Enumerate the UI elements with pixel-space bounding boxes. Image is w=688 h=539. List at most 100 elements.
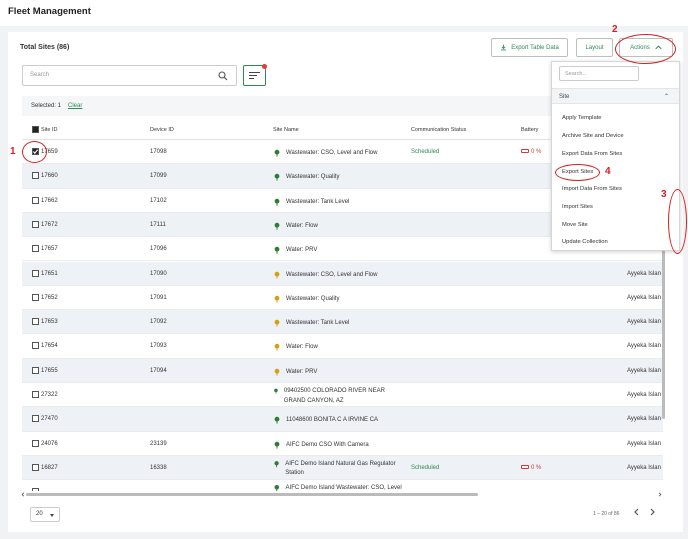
menu-item-update-collection[interactable]: Update Collection [562, 239, 608, 245]
cell-site-name[interactable]: Wastewater: CSO, Level and Flow [273, 271, 403, 281]
cell-site-name[interactable]: Water: PRV [273, 368, 403, 378]
cell-site-name[interactable]: Water: Flow [273, 343, 403, 353]
cell-site-id: 17653 [41, 319, 58, 326]
row-checkbox[interactable] [32, 172, 39, 180]
previous-page-button[interactable] [633, 508, 643, 518]
page-size-select[interactable]: 20 [30, 507, 60, 522]
site-type-icon [274, 271, 280, 279]
annotation-oval-scrollbar [668, 189, 687, 254]
row-checkbox[interactable] [32, 391, 39, 398]
cell-device-id: 17091 [150, 294, 167, 301]
vertical-scrollbar[interactable] [662, 139, 666, 489]
table-row[interactable]: 27322 09402500 COLORADO RIVER NEAR GRAND … [22, 383, 663, 408]
col-communication-status[interactable]: Communication Status [411, 127, 467, 133]
annotation-oval-checkbox [22, 141, 47, 163]
row-checkbox[interactable] [32, 269, 39, 277]
site-name-text: Wastewater: CSO, Level and Flow [286, 150, 378, 156]
next-page-button[interactable] [650, 508, 660, 518]
row-checkbox[interactable] [32, 220, 39, 228]
site-name-text: Wastewater: Tank Level [286, 198, 350, 205]
cell-location: Ayyeka Islan [627, 270, 661, 277]
filter-button[interactable] [243, 64, 267, 86]
site-type-icon [274, 295, 280, 303]
table-row[interactable]: 17654 17093 Water: Flow Ayyeka Islan [22, 334, 663, 359]
selected-count: Selected: 1 [31, 103, 62, 109]
row-checkbox[interactable] [32, 318, 39, 326]
cell-site-name[interactable]: Wastewater: Quality [273, 295, 403, 305]
site-group-header[interactable]: Site ⌃ [552, 88, 679, 104]
chevron-left-icon [21, 492, 25, 497]
table-row[interactable]: 17653 17092 Wastewater: Tank Level Ayyeka I… [22, 310, 663, 335]
actions-search-input[interactable]: Search... [559, 66, 639, 81]
horizontal-scrollbar[interactable] [21, 492, 663, 497]
cell-site-name[interactable]: Wastewater: Tank Level [273, 319, 403, 329]
layout-label: Layout [585, 44, 604, 51]
cell-site-name[interactable]: Water: PRV [273, 246, 403, 256]
cell-site-id: 17652 [41, 294, 58, 301]
vertical-scroll-thumb[interactable] [662, 179, 665, 419]
export-table-data-label: Export Table Data [511, 44, 559, 51]
table-row[interactable]: AIFC Demo Island Wastewater: CSO, Level … [22, 480, 663, 491]
cell-site-id: 17672 [41, 221, 58, 228]
site-type-icon [274, 485, 280, 491]
cell-device-id: 16338 [150, 464, 167, 471]
site-type-icon [274, 344, 280, 351]
row-checkbox[interactable] [32, 366, 39, 374]
clear-selection-link[interactable]: Clear [68, 103, 83, 109]
table-row[interactable]: 17651 17090 Wastewater: CSO, Level and Flo… [22, 261, 663, 286]
col-device-id[interactable]: Device ID [150, 127, 174, 133]
row-checkbox[interactable] [32, 439, 39, 447]
cell-location: Ayyeka Islan [627, 343, 661, 350]
site-name-text: Water: PRV [286, 247, 318, 254]
menu-item-import-sites[interactable]: Import Sites [562, 204, 593, 210]
cell-site-name[interactable]: Wastewater: Tank Level [273, 198, 403, 208]
cell-site-name[interactable]: 09402500 COLORADO RIVER NEAR GRAND CANYO… [273, 387, 403, 406]
col-site-id[interactable]: Site ID [41, 127, 58, 133]
site-type-icon [274, 441, 280, 449]
col-battery[interactable]: Battery [521, 127, 539, 133]
table-row[interactable]: 17655 17094 Water: PRV Ayyeka Islan [22, 358, 663, 383]
cell-site-name[interactable]: Wastewater: Quality [273, 173, 403, 183]
site-type-icon [274, 149, 280, 157]
layout-button[interactable]: Layout [576, 38, 613, 57]
menu-item-archive-site-device[interactable]: Archive Site and Device [562, 133, 624, 139]
battery-icon [521, 465, 529, 470]
cell-site-name[interactable]: AIFC Demo Island Wastewater: CSO, Level … [273, 484, 403, 491]
table-row[interactable]: 27470 11048600 BONITA C A IRVINE CA Ayyeka… [22, 407, 663, 432]
cell-site-name[interactable]: AIFC Demo CSO With Camera [273, 441, 403, 451]
row-checkbox[interactable] [32, 196, 39, 204]
battery-icon [521, 149, 529, 154]
row-checkbox[interactable] [32, 342, 39, 350]
annotation-oval-actions [615, 34, 676, 64]
search-placeholder: Search [30, 72, 50, 78]
site-type-icon [274, 174, 280, 181]
table-row[interactable]: 17652 17091 Wastewater: Quality Ayyeka Isla… [22, 286, 663, 311]
cell-site-name[interactable]: AIFC Demo Island Natural Gas Regulator S… [273, 460, 403, 479]
row-checkbox[interactable] [32, 293, 39, 301]
export-table-data-button[interactable]: Export Table Data [491, 38, 568, 57]
menu-item-export-data-from-sites[interactable]: Export Data From Sites [562, 151, 623, 157]
horizontal-scroll-thumb[interactable] [26, 493, 478, 496]
cell-site-id: 17654 [41, 343, 58, 350]
cell-location: Ayyeka Islan [627, 319, 661, 326]
cell-site-name[interactable]: Water: Flow [273, 222, 403, 232]
row-checkbox[interactable] [32, 415, 39, 423]
search-input[interactable]: Search [22, 65, 237, 86]
row-checkbox[interactable] [32, 488, 39, 491]
cell-device-id: 17094 [150, 367, 167, 374]
menu-item-move-site[interactable]: Move Site [562, 222, 588, 228]
row-checkbox[interactable] [32, 245, 39, 253]
annotation-number-3: 3 [661, 189, 667, 200]
table-row[interactable]: 16827 16338 AIFC Demo Island Natural Gas R… [22, 455, 663, 481]
table-row[interactable]: 17657 17096 Water: PRV [22, 237, 663, 262]
menu-item-import-data-from-sites[interactable]: Import Data From Sites [562, 186, 622, 192]
select-all-checkbox[interactable] [32, 126, 39, 133]
row-checkbox[interactable] [32, 463, 39, 471]
table-row[interactable]: 24076 23139 AIFC Demo CSO With Camera Ayyek… [22, 432, 663, 456]
total-sites-label: Total Sites (86) [20, 44, 70, 51]
col-site-name[interactable]: Site Name [273, 127, 299, 133]
cell-site-name[interactable]: Wastewater: CSO, Level and Flow [273, 149, 403, 159]
menu-item-apply-template[interactable]: Apply Template [562, 115, 602, 121]
cell-site-name[interactable]: 11048600 BONITA C A IRVINE CA [273, 416, 403, 426]
table-row[interactable]: 17662 17102 Wastewater: Tank Level [22, 189, 663, 213]
